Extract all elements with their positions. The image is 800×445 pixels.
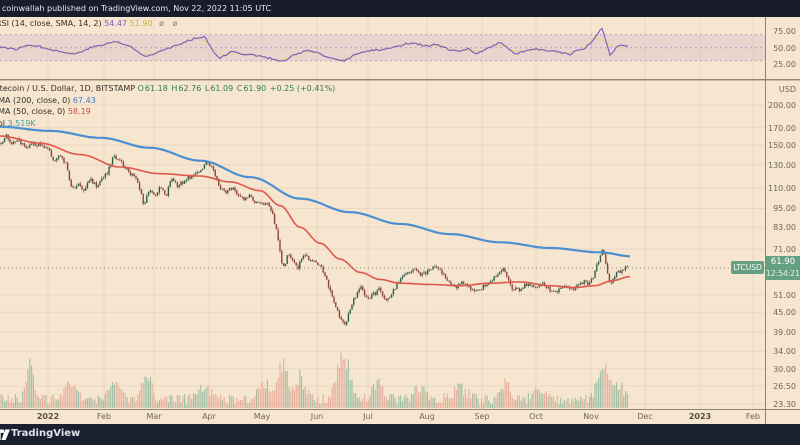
tradingview-brand[interactable]: TradingView — [11, 428, 81, 439]
attribution-text: coinwallah published on TradingView.com,… — [2, 4, 272, 13]
symbol-title: Litecoin / U.S. Dollar, 1D, BITSTAMP — [0, 84, 136, 93]
rsi-sma-value: 51.90 — [129, 19, 153, 28]
time-axis-tick: Feb — [745, 412, 761, 421]
tradingview-footer: TradingView — [0, 424, 800, 445]
price-axis-tick: 30.00 — [773, 365, 796, 374]
tradingview-logo-icon[interactable] — [0, 428, 10, 441]
price-axis-tick: 95.00 — [773, 204, 796, 213]
price-axis-tick: 34.00 — [773, 347, 796, 356]
candle-countdown: 12:54:21 — [766, 269, 800, 278]
price-axis-tick: 200.00 — [768, 101, 796, 110]
time-axis-tick: Feb — [96, 412, 112, 421]
volume-value: 3.519K — [7, 118, 36, 128]
volume-row[interactable]: Vol 3.519K — [0, 118, 335, 130]
time-axis[interactable]: 2022 Feb Mar Apr May Jun Jul Aug Sep Oct Nov Dec 202… — [0, 409, 800, 424]
volume-label: Vol — [0, 118, 5, 128]
chart-container[interactable]: RSI (14, close, SMA, 14, 2) 54.47 51.90 … — [0, 17, 800, 424]
price-axis[interactable]: USD 75.00 50.00 25.00 200.00 170.00 150.00 130… — [766, 17, 800, 409]
symbol-row[interactable]: Litecoin / U.S. Dollar, 1D, BITSTAMP O61… — [0, 83, 335, 95]
sma50-label: SMA (50, close, 0) — [0, 107, 66, 116]
sma50-value: 58.19 — [67, 107, 91, 116]
time-axis-tick: 2022 — [36, 412, 60, 421]
last-price-badge: 61.90 12:54:21 — [766, 256, 800, 280]
rsi-value: 54.47 — [104, 19, 128, 28]
sma200-row[interactable]: SMA (200, close, 0) 67.43 — [0, 95, 335, 107]
price-axis-tick: 39.00 — [773, 328, 796, 337]
time-axis-tick: May — [253, 412, 271, 421]
rsi-legend[interactable]: RSI (14, close, SMA, 14, 2) 54.47 51.90 … — [0, 19, 180, 28]
time-axis-tick: Nov — [583, 412, 599, 421]
time-axis-tick: Sep — [474, 412, 490, 421]
change-value: +0.25 (+0.41%) — [269, 84, 336, 93]
rsi-pane-canvas[interactable] — [0, 17, 765, 79]
last-price: 61.90 — [770, 257, 796, 267]
price-axis-tick: 45.00 — [773, 308, 796, 317]
rsi-legend-title: RSI (14, close, SMA, 14, 2) — [0, 19, 102, 28]
sma200-value: 67.43 — [72, 95, 96, 105]
main-legend: Litecoin / U.S. Dollar, 1D, BITSTAMP O61… — [0, 83, 335, 129]
rsi-hide-icons[interactable]: ø ø — [159, 19, 181, 28]
usd-currency-label: USD — [778, 85, 796, 94]
rsi-axis-tick: 25.00 — [773, 60, 796, 69]
time-axis-tick: Apr — [202, 412, 216, 421]
price-axis-tick: 23.30 — [773, 400, 796, 409]
time-axis-tick: Jun — [310, 412, 324, 421]
time-axis-tick: Dec — [637, 412, 653, 421]
main-chart-canvas[interactable] — [0, 81, 765, 409]
time-axis-tick: Aug — [419, 412, 435, 421]
price-axis-border — [765, 17, 766, 424]
sma200-label: SMA (200, close, 0) — [0, 95, 71, 105]
price-axis-tick: 83.00 — [773, 223, 796, 232]
symbol-badge: LTCUSD — [731, 261, 764, 274]
price-axis-tick: 110.00 — [768, 184, 796, 193]
time-axis-tick: 2023 — [688, 412, 712, 421]
price-axis-tick: 150.00 — [768, 141, 796, 150]
ohlc-values: O61.18 H62.76 L61.09 C61.90 — [137, 84, 267, 93]
rsi-axis-tick: 50.00 — [773, 44, 796, 53]
price-axis-tick: 26.50 — [773, 382, 796, 391]
time-axis-tick: Mar — [146, 412, 162, 421]
pane-separator[interactable] — [0, 79, 800, 81]
time-axis-tick: Jul — [363, 412, 373, 421]
attribution-bar: coinwallah published on TradingView.com,… — [0, 0, 800, 17]
rsi-axis-tick: 75.00 — [773, 27, 796, 36]
sma50-row[interactable]: SMA (50, close, 0) 58.19 — [0, 106, 335, 118]
price-axis-tick: 71.00 — [773, 245, 796, 254]
price-axis-tick: 51.00 — [773, 291, 796, 300]
price-axis-tick: 170.00 — [768, 124, 796, 133]
price-axis-tick: 130.00 — [768, 161, 796, 170]
time-axis-tick: Oct — [529, 412, 543, 421]
